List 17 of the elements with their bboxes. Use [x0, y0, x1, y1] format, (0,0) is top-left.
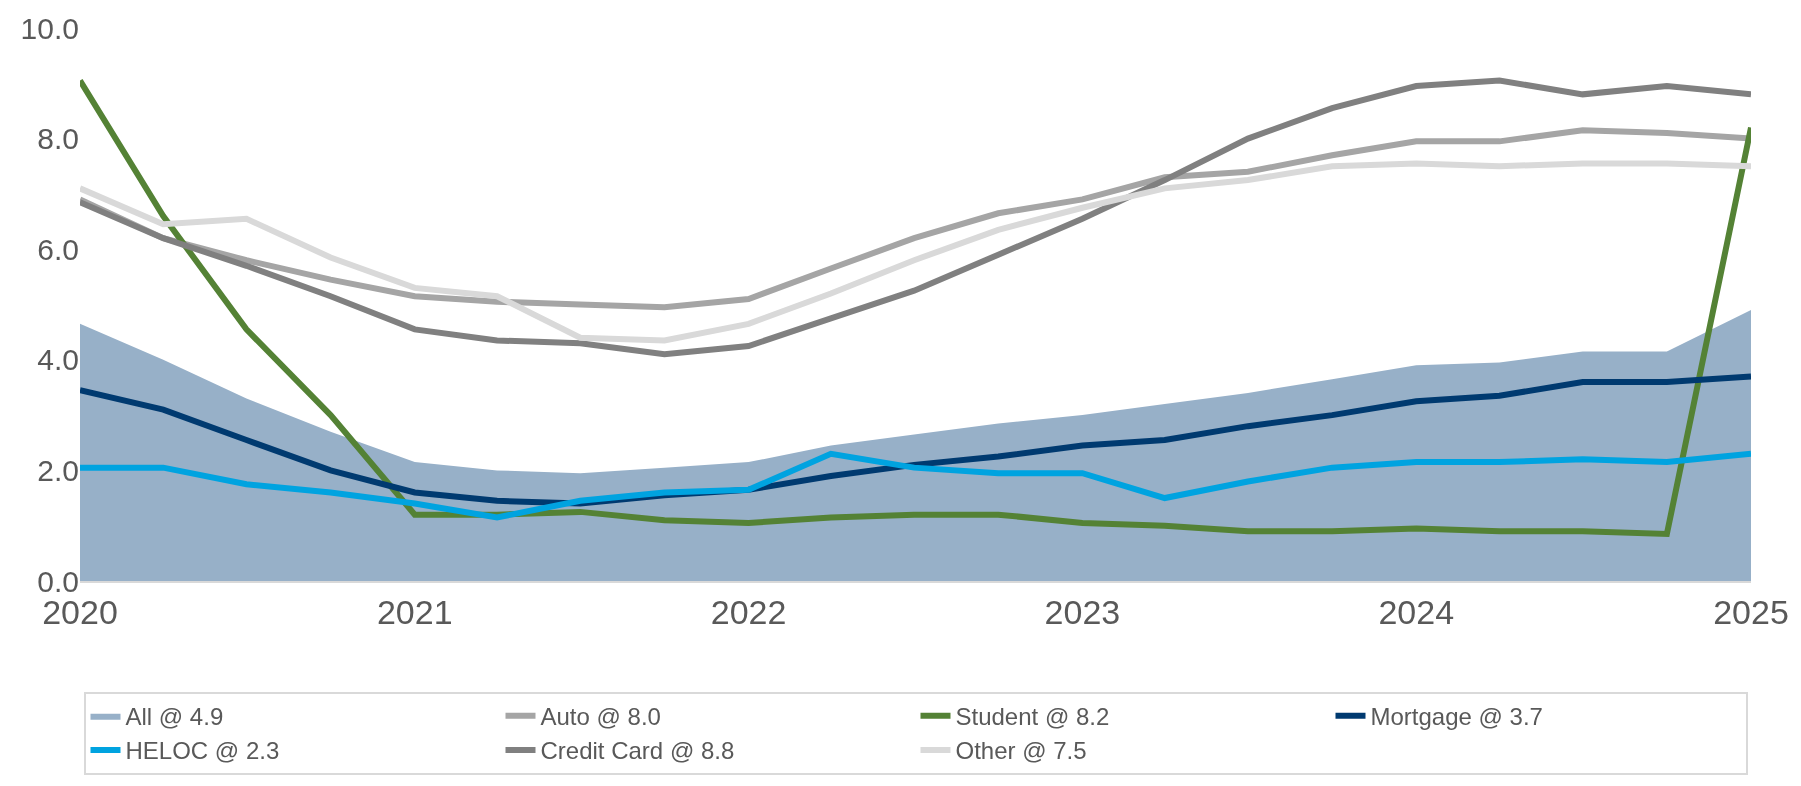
y-tick-label: 8.0 — [37, 122, 79, 156]
y-tick-label: 10.0 — [20, 11, 79, 45]
x-tick-label: 2021 — [376, 592, 453, 631]
y-tick-label: 4.0 — [37, 343, 79, 377]
y-tick-label: 6.0 — [37, 232, 79, 266]
legend-label: Other @ 7.5 — [955, 737, 1087, 765]
legend-label: Mortgage @ 3.7 — [1370, 703, 1543, 731]
x-tick-label: 2024 — [1378, 592, 1455, 631]
legend-label: Credit Card @ 8.8 — [540, 737, 735, 765]
y-tick-label: 2.0 — [37, 453, 79, 487]
legend-label: Student @ 8.2 — [955, 703, 1110, 731]
x-tick-label: 2025 — [1713, 592, 1789, 631]
legend-label: HELOC @ 2.3 — [125, 737, 280, 765]
x-tick-label: 2022 — [710, 592, 787, 631]
legend-label: Auto @ 8.0 — [540, 703, 661, 731]
legend-label: All @ 4.9 — [125, 703, 224, 731]
x-tick-label: 2023 — [1044, 592, 1121, 631]
